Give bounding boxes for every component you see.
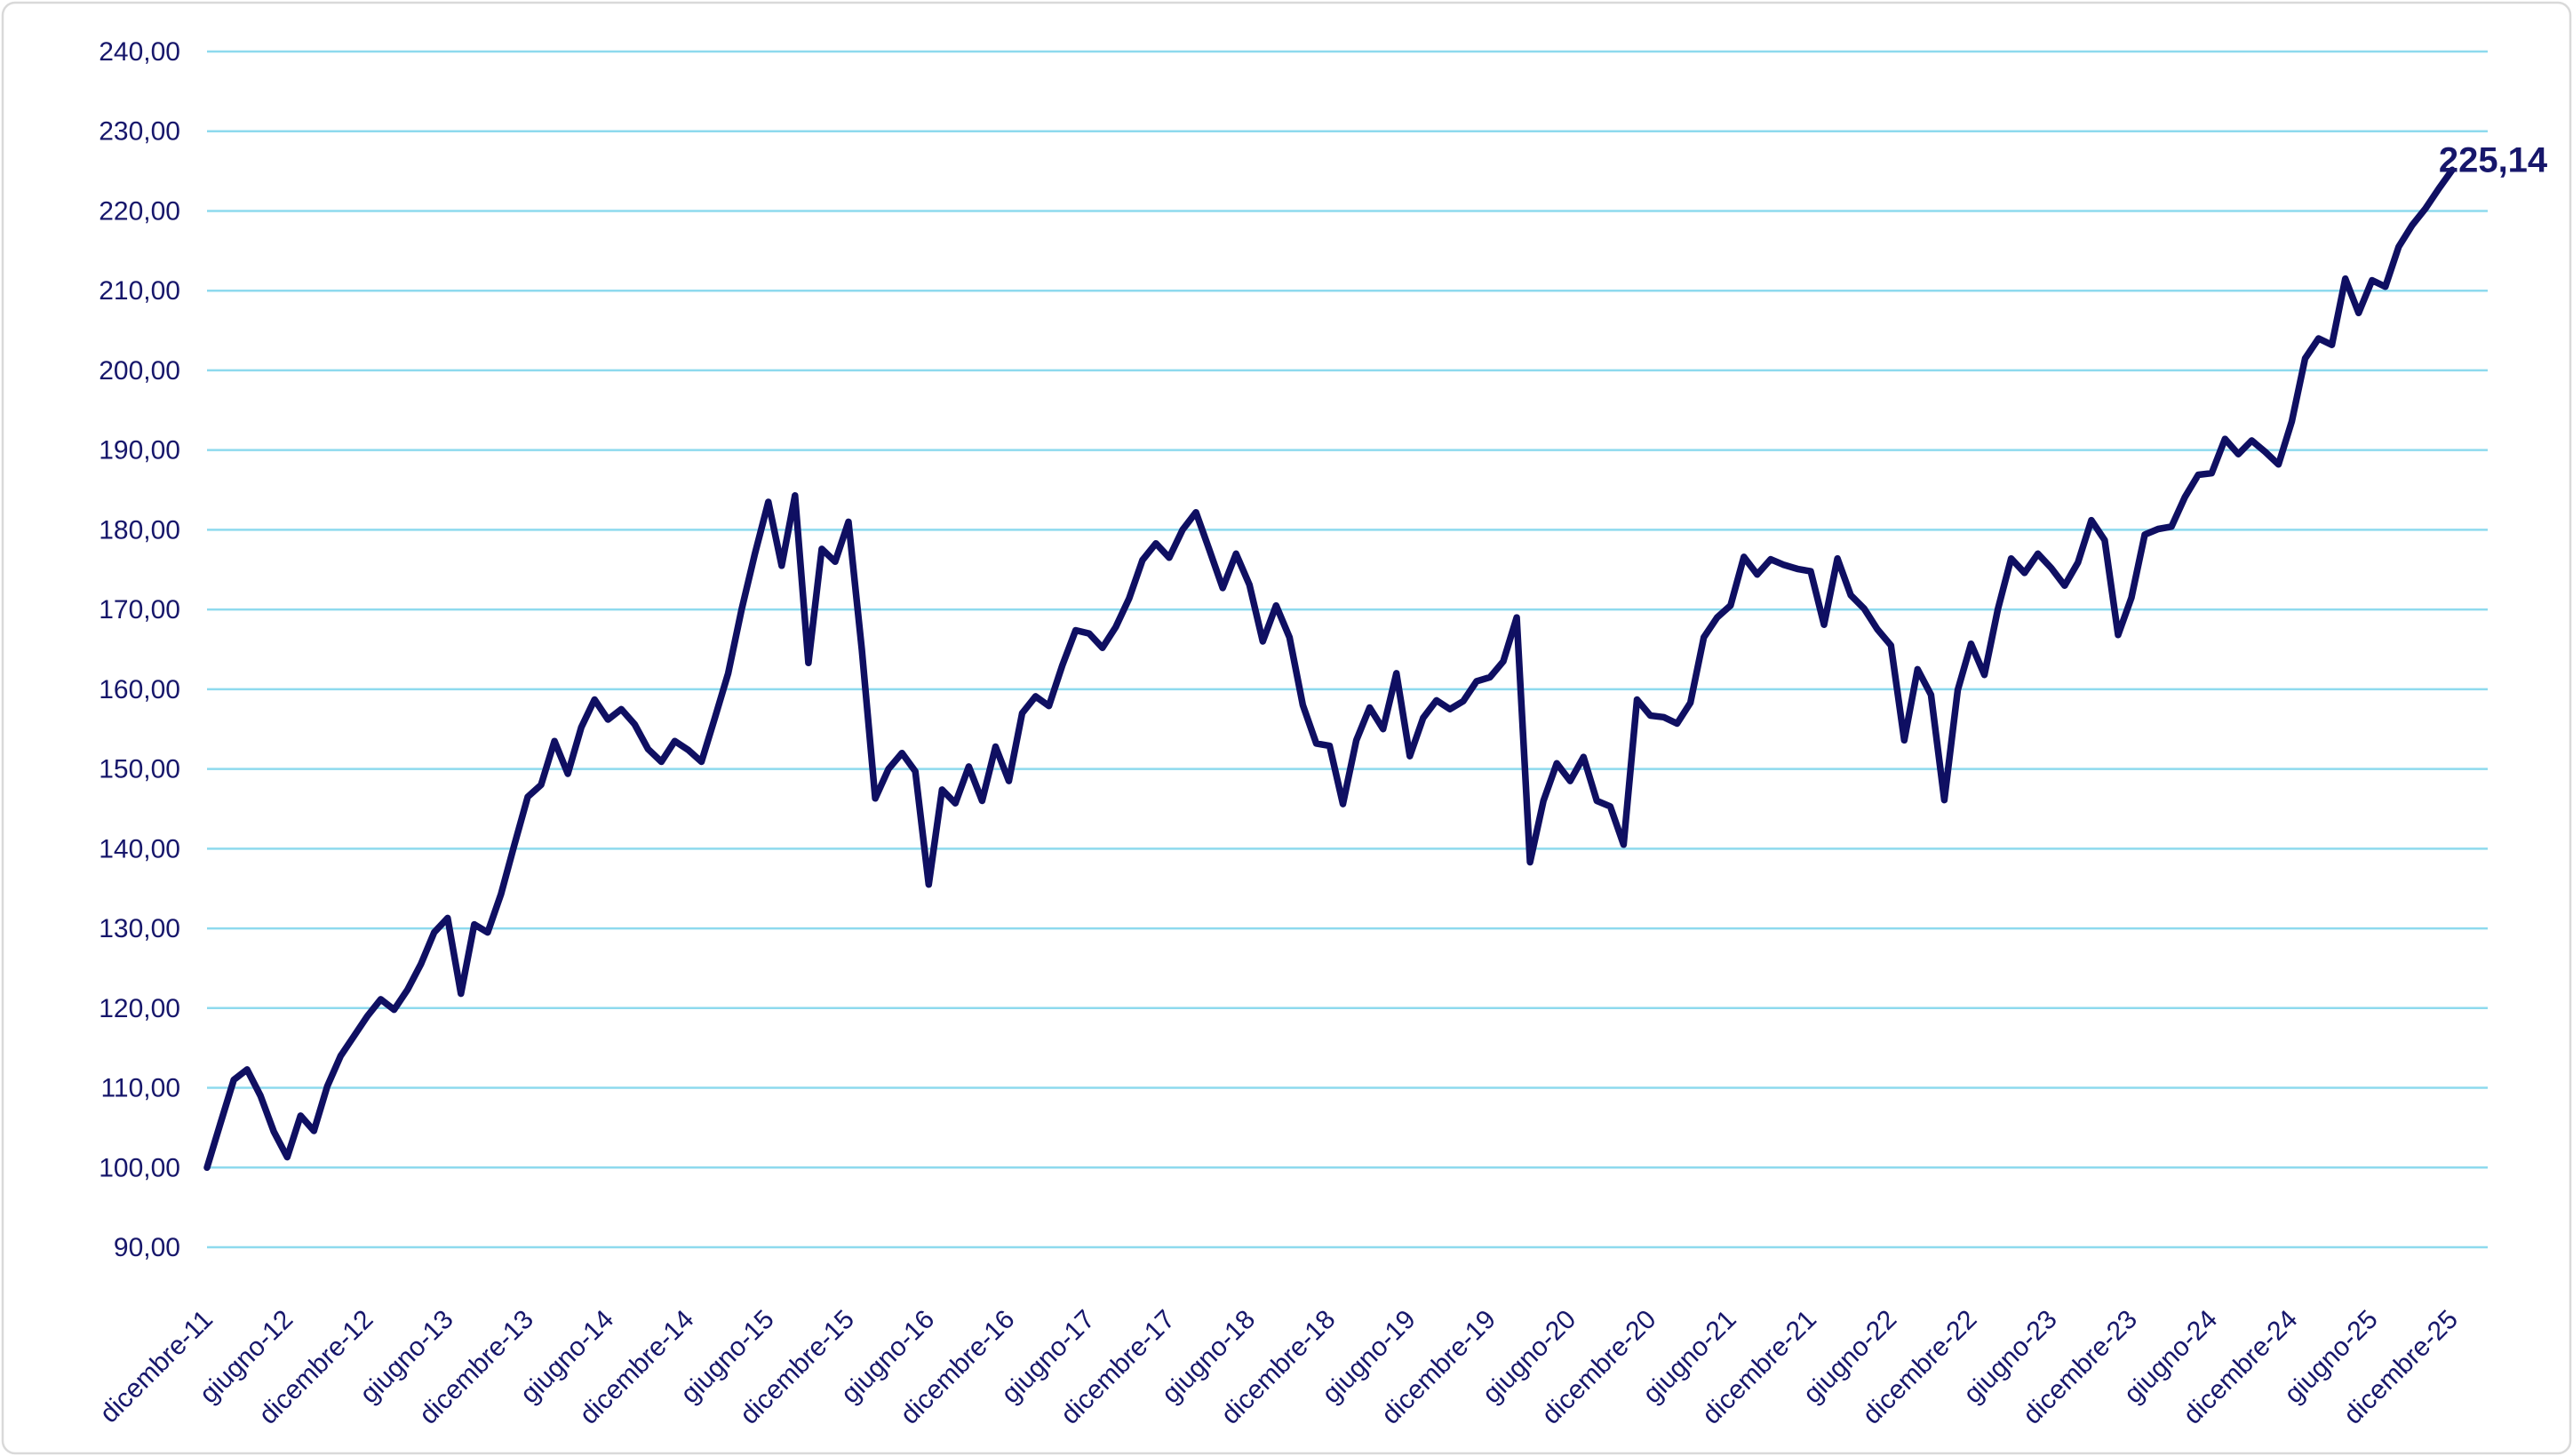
y-axis-labels-group: 240,00 230,00 220,00 210,00 200,00 190,00 180,… xyxy=(99,37,180,1262)
y-axis-tick-label: 220,00 xyxy=(99,196,180,226)
y-axis-tick-label: 200,00 xyxy=(99,356,180,386)
y-axis-tick-label: 90,00 xyxy=(114,1233,180,1262)
y-axis-tick-label: 170,00 xyxy=(99,595,180,625)
series-line xyxy=(203,166,2456,1172)
y-axis-tick-label: 130,00 xyxy=(99,914,180,943)
y-axis-tick-label: 140,00 xyxy=(99,834,180,863)
y-axis-tick-label: 160,00 xyxy=(99,675,180,704)
end-value-label: 225,14 xyxy=(2439,140,2548,179)
y-axis-tick-label: 230,00 xyxy=(99,117,180,147)
y-axis-tick-label: 180,00 xyxy=(99,515,180,545)
y-axis-tick-label: 100,00 xyxy=(99,1153,180,1182)
y-axis-tick-label: 120,00 xyxy=(99,994,180,1023)
y-axis-tick-label: 110,00 xyxy=(100,1074,180,1103)
y-axis-tick-label: 210,00 xyxy=(99,276,180,306)
gridlines-group xyxy=(207,50,2488,1249)
y-axis-tick-label: 240,00 xyxy=(99,37,180,67)
y-axis-tick-label: 190,00 xyxy=(99,436,180,465)
y-axis-tick-label: 150,00 xyxy=(99,755,180,784)
